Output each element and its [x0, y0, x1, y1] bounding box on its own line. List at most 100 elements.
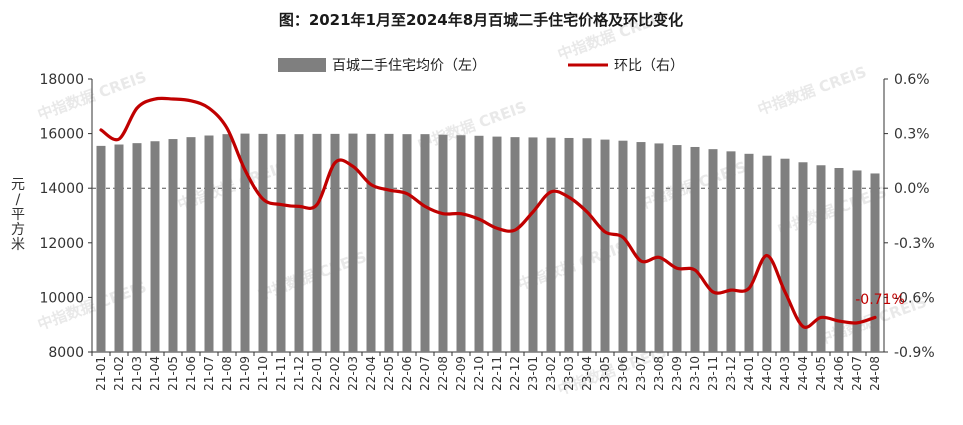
- x-tick-label: 21-06: [184, 356, 198, 391]
- x-tick-label: 23-06: [616, 356, 630, 391]
- x-tick-label: 24-07: [850, 356, 864, 391]
- x-tick-label: 21-03: [130, 356, 144, 391]
- bar: [420, 134, 430, 352]
- x-tick-label: 24-04: [796, 356, 810, 391]
- bar: [564, 137, 574, 352]
- right-tick-label: 0.3%: [894, 127, 930, 143]
- x-tick-label: 23-10: [688, 356, 702, 391]
- bar: [204, 135, 214, 352]
- bar: [150, 141, 160, 352]
- chart-title: 图：2021年1月至2024年8月百城二手住宅价格及环比变化: [279, 11, 683, 29]
- x-tick-label: 21-10: [256, 356, 270, 391]
- bar: [312, 133, 322, 352]
- x-tick-label: 21-07: [202, 356, 216, 391]
- x-tick-label: 22-07: [418, 356, 432, 391]
- left-tick-label: 12000: [39, 236, 84, 252]
- unit-char: /: [16, 192, 21, 208]
- right-tick-label: -0.3%: [894, 236, 935, 252]
- bar: [348, 133, 358, 352]
- x-tick-label: 22-01: [310, 356, 324, 391]
- unit-char: 平: [11, 207, 25, 223]
- x-tick-label: 24-02: [760, 356, 774, 391]
- bar: [168, 139, 178, 352]
- right-axis-ticks: -0.9% -0.6% -0.3% 0.0% 0.3% 0.6%: [884, 72, 935, 361]
- x-tick-label: 22-06: [400, 356, 414, 391]
- bar: [582, 138, 592, 352]
- left-tick-label: 18000: [39, 72, 84, 88]
- bar: [402, 134, 412, 352]
- legend-bar-label: 百城二手住宅均价（左）: [332, 58, 486, 74]
- x-tick-label: 23-05: [598, 356, 612, 391]
- x-tick-label: 23-11: [706, 356, 720, 391]
- legend-bar-swatch: [278, 58, 326, 72]
- x-tick-label: 23-04: [580, 356, 594, 391]
- unit-char: 米: [11, 237, 25, 253]
- x-tick-label: 24-05: [814, 356, 828, 391]
- x-tick-label: 21-12: [292, 356, 306, 391]
- right-tick-label: 0.6%: [894, 72, 930, 88]
- x-tick-label: 24-03: [778, 356, 792, 391]
- x-tick-label: 22-10: [472, 356, 486, 391]
- unit-char: 元: [11, 177, 25, 193]
- bar: [132, 143, 142, 352]
- bar: [114, 144, 124, 352]
- bar: [330, 133, 340, 352]
- bar: [636, 142, 646, 352]
- x-tick-label: 21-08: [220, 356, 234, 391]
- bar: [672, 145, 682, 352]
- bar-series: [96, 133, 880, 352]
- x-tick-label: 21-05: [166, 356, 180, 391]
- bar: [240, 133, 250, 352]
- bar: [492, 136, 502, 352]
- x-tick-label: 21-09: [238, 356, 252, 391]
- bar: [762, 155, 772, 352]
- x-axis-ticks: 21-01 21-02 21-03 21-04 21-05 21-06 21-07 21-08…: [91, 352, 882, 391]
- bar: [294, 134, 304, 352]
- bar: [618, 140, 628, 352]
- bar: [276, 134, 286, 352]
- bar: [708, 149, 718, 352]
- bar: [726, 151, 736, 352]
- x-tick-label: 22-08: [436, 356, 450, 391]
- bar: [690, 146, 700, 352]
- last-value-label: -0.71%: [855, 292, 905, 308]
- bar: [834, 167, 844, 352]
- x-tick-label: 23-09: [670, 356, 684, 391]
- x-tick-label: 23-12: [724, 356, 738, 391]
- left-axis-ticks: 8000 10000 12000 14000 16000 18000: [39, 72, 92, 361]
- x-tick-label: 24-01: [742, 356, 756, 391]
- right-tick-label: -0.9%: [894, 345, 935, 361]
- bar: [528, 137, 538, 352]
- x-tick-label: 22-09: [454, 356, 468, 391]
- bar: [546, 137, 556, 352]
- bar: [258, 133, 268, 352]
- x-tick-label: 22-12: [508, 356, 522, 391]
- bar: [474, 135, 484, 352]
- x-tick-label: 23-07: [634, 356, 648, 391]
- x-tick-label: 23-01: [526, 356, 540, 391]
- right-tick-label: 0.0%: [894, 181, 930, 197]
- x-tick-label: 22-03: [346, 356, 360, 391]
- x-tick-label: 21-04: [148, 356, 162, 391]
- bar: [852, 170, 862, 352]
- x-tick-label: 22-04: [364, 356, 378, 391]
- bar: [798, 162, 808, 352]
- bar: [186, 137, 196, 352]
- x-tick-label: 22-02: [328, 356, 342, 391]
- left-tick-label: 14000: [39, 181, 84, 197]
- bar: [744, 153, 754, 352]
- x-tick-label: 22-05: [382, 356, 396, 391]
- unit-char: 方: [11, 222, 25, 238]
- bar: [816, 165, 826, 352]
- left-axis-unit-label: 元/平方米: [11, 177, 25, 253]
- x-tick-label: 21-01: [94, 356, 108, 391]
- line-series: [99, 96, 877, 329]
- left-tick-label: 10000: [39, 290, 84, 306]
- right-tick-label: -0.6%: [894, 290, 935, 306]
- legend-line-label: 环比（右）: [614, 58, 684, 74]
- x-tick-label: 23-02: [544, 356, 558, 391]
- x-tick-label: 21-02: [112, 356, 126, 391]
- x-tick-label: 24-06: [832, 356, 846, 391]
- bar: [870, 173, 880, 352]
